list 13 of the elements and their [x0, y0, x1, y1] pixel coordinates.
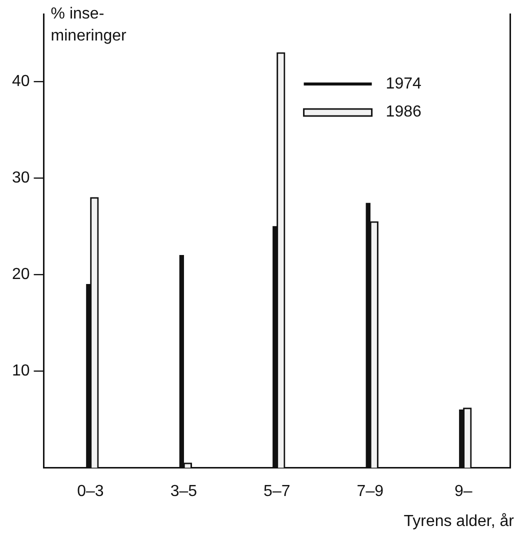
- x-tick-label: 9–: [454, 482, 472, 500]
- y-tick-label: 20: [12, 266, 30, 284]
- x-tick-label: 5–7: [264, 482, 290, 500]
- y-axis-title: % inse- mineringer: [50, 5, 128, 44]
- x-tick-label: 0–3: [77, 482, 104, 500]
- x-tick-label: 7–9: [356, 482, 384, 500]
- y-tick-label: 30: [12, 170, 30, 187]
- x-tick-label: 3–5: [170, 482, 198, 500]
- legend-label: 1986: [386, 103, 422, 120]
- x-axis-title: Tyrens alder, år: [404, 513, 515, 530]
- legend-label: 1974: [386, 75, 422, 92]
- y-tick-label: 40: [12, 72, 30, 90]
- y-tick-label: 10: [12, 362, 30, 380]
